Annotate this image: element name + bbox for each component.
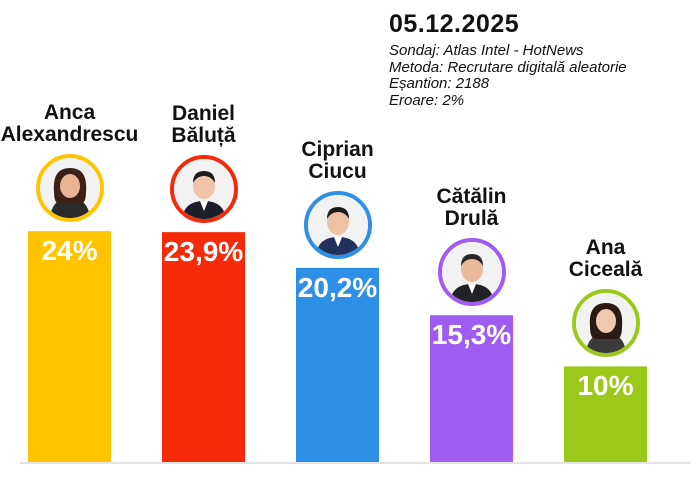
poll-error: Eroare: 2% (389, 91, 465, 109)
poll-sample: Eșantion: 2188 (389, 75, 490, 92)
candidate-name-line: Anca (43, 101, 96, 125)
candidate-name-line: Băluță (171, 124, 236, 148)
candidate-name-line: Daniel (171, 102, 236, 126)
candidate-name: Ciprian Ciucu (253, 137, 423, 183)
bar-3 (296, 267, 379, 463)
candidate-name-line: Cătălin (436, 185, 507, 209)
bar-value-label: 20,2% (297, 271, 378, 303)
poll-source: Sondaj: Atlas Intel - HotNews (389, 42, 584, 59)
candidate-name-line: Ciucu (308, 159, 367, 183)
candidate-name-line: Ciceală (568, 258, 643, 282)
candidate-name-line: Ciprian (301, 137, 374, 161)
candidate-name: Ana Ciceală (521, 237, 691, 281)
portrait-man-icon (437, 238, 506, 307)
bar-5 (564, 366, 647, 463)
portrait-woman-icon (571, 289, 640, 358)
bar-1 (28, 231, 111, 463)
candidate-name: Anca Alexandrescu (0, 102, 155, 146)
portrait-man-icon (169, 155, 238, 224)
bar-2 (162, 232, 245, 463)
portrait-woman-icon (35, 154, 104, 223)
poll-date: 05.12.2025 (389, 10, 520, 38)
bar-value-label: 10% (577, 370, 634, 402)
bar-value-label: 15,3% (431, 319, 512, 351)
candidate-name-line: Ana (585, 236, 626, 260)
candidate-name: Daniel Băluță (119, 103, 289, 147)
bar-value-label: 24% (41, 235, 98, 267)
bar-4 (430, 315, 513, 463)
poll-info: 05.12.2025 Sondaj: Atlas Intel - HotNews… (389, 10, 627, 109)
candidate-name-line: Drulă (444, 207, 499, 231)
poll-method: Metoda: Recrutare digitală aleatorie (389, 58, 627, 76)
bar-value-label: 23,9% (163, 236, 244, 268)
candidate-name: Cătălin Drulă (387, 186, 557, 230)
portrait-man-icon (303, 190, 372, 259)
candidate-name-line: Alexandrescu (0, 123, 139, 147)
